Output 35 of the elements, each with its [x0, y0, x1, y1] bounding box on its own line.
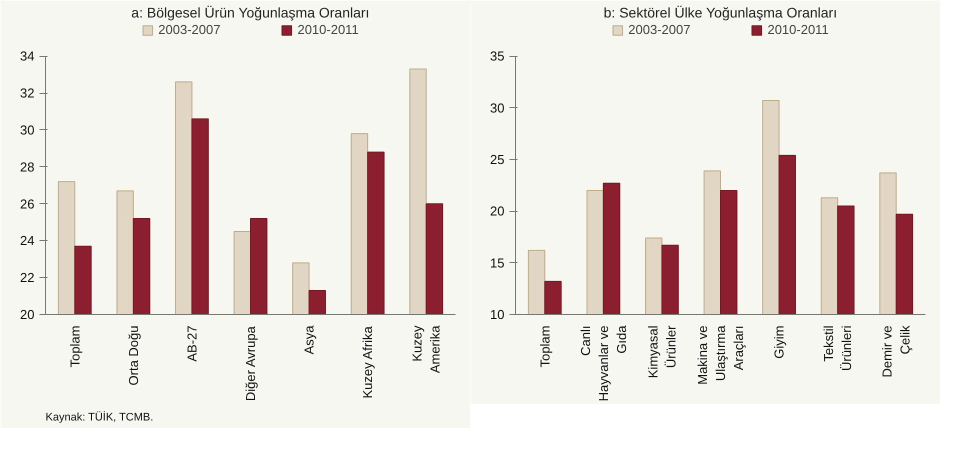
- legend-label: 2003-2007: [158, 22, 220, 37]
- legend-label: 2003-2007: [628, 22, 690, 37]
- y-tick-label: 20: [20, 307, 35, 322]
- y-tick-label: 30: [20, 122, 35, 138]
- x-tick-label: Kuzey Afrika: [360, 325, 376, 398]
- y-tick-label: 25: [490, 152, 505, 167]
- x-tick-label: AB-27: [184, 325, 200, 362]
- legend-label: 2010-2011: [767, 22, 829, 37]
- x-tick-label: Diğer Avrupa: [243, 325, 258, 402]
- x-tick-label: Toplam: [67, 325, 82, 368]
- y-tick-label: 35: [490, 48, 505, 64]
- y-tick-label: 28: [20, 159, 35, 174]
- y-tick-label: 22: [20, 270, 35, 286]
- legend-label: 2010-2011: [297, 22, 359, 37]
- x-tick-label: Kuzey Amerika: [410, 324, 443, 374]
- x-tick-label: Toplam: [537, 325, 552, 368]
- chart-title: a: Bölgesel Ürün Yoğunlaşma Oranları: [131, 4, 370, 20]
- y-tick-label: 30: [490, 100, 505, 116]
- y-tick-label: 15: [490, 255, 505, 270]
- text: Kaynak: TÜİK, TCMB.: [46, 410, 154, 424]
- y-tick-label: 24: [20, 233, 35, 248]
- x-tick-label: Orta Doğu: [126, 325, 141, 386]
- x-tick-label: Kimyasal Ürünler: [645, 324, 678, 378]
- x-tick-label: Asya: [302, 324, 317, 354]
- y-tick-label: 34: [20, 48, 35, 64]
- x-tick-label: Makina ve Ulaştırma Araçları: [695, 324, 746, 385]
- y-tick-label: 26: [20, 196, 35, 212]
- x-tick-label: Tekstil Ürünleri: [821, 325, 854, 372]
- y-tick-label: 20: [490, 204, 505, 219]
- chart-title: b: Sektörel Ülke Yoğunlaşma Oranları: [604, 4, 838, 20]
- y-tick-label: 10: [490, 307, 505, 322]
- x-tick-label: Demir ve Çelik: [880, 325, 913, 378]
- y-tick-label: 32: [20, 86, 35, 101]
- x-tick-label: Canlı Hayvanlar ve Gıda: [578, 324, 629, 402]
- x-tick-label: Giyim: [772, 326, 787, 359]
